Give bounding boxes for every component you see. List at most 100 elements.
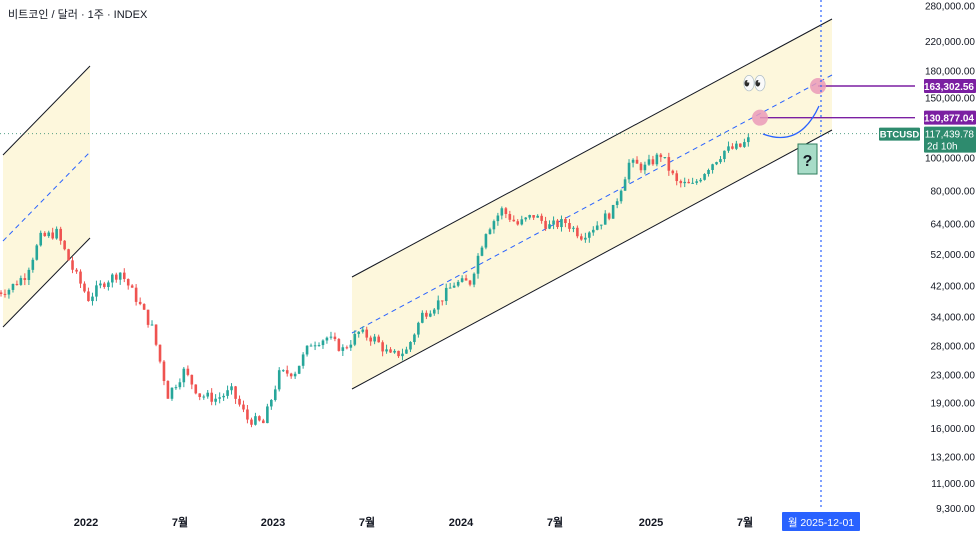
candle-body [305,345,309,355]
symbol-title: 비트코인 / 달러 · 1주 · INDEX [8,9,148,21]
candle [544,216,547,231]
candle-body [3,293,7,295]
candle-body [496,215,500,222]
candle-body [452,285,456,288]
candle [440,300,444,306]
candle [95,280,98,302]
candle-body [150,324,154,326]
candle [103,281,106,289]
candle [683,177,687,188]
candle-body [488,229,492,235]
candle [150,320,154,326]
candle-body [440,300,444,302]
candle-body [436,300,440,310]
candle [393,349,396,354]
candle [99,280,102,289]
candle-body [695,181,698,183]
price-axis-tick: 150,000.00 [925,94,975,105]
candle-body [365,329,369,338]
candle [289,372,293,379]
candle-body [711,164,714,171]
candle-body [91,296,94,302]
candle [472,272,476,288]
candle-body [556,220,559,228]
candle [504,206,508,219]
candle-body [353,333,357,345]
candle [731,143,734,150]
candle-body [321,340,325,346]
candle [126,278,130,290]
candle [0,290,3,297]
candle [277,367,281,392]
candle [417,321,420,338]
candle [663,157,667,159]
candle-body [413,334,416,343]
candle [667,152,671,176]
candle-body [417,322,420,335]
candle [130,284,134,288]
candle [262,418,265,424]
candle-body [655,154,659,165]
candle [389,347,392,353]
candle-body [51,232,54,239]
candle [448,282,452,289]
candle [436,295,440,315]
candle [361,326,365,334]
candle-body [83,283,86,292]
time-axis-tick: 7월 [359,515,375,529]
candle-body [560,219,563,228]
target-high-label-bg [924,78,976,93]
candle-body [576,227,579,237]
date-marker-label-bg [782,512,860,531]
candle [71,256,74,274]
candle-body [691,182,694,184]
candle [512,215,516,222]
candle-body [254,416,257,425]
candle-body [393,350,396,353]
candle [591,226,595,236]
candle [333,332,337,342]
left-channel-mid-line [2,151,91,242]
time-axis-tick: 2025 [639,517,663,529]
candle [719,156,722,164]
candle [230,383,233,395]
candle-body [723,150,726,160]
candle [353,330,357,347]
candle-body [289,373,293,377]
candle [83,281,86,293]
candle-body [727,146,730,151]
candle-body [595,225,599,230]
candle [238,395,241,407]
candle-body [210,392,213,402]
candle-body [114,274,118,280]
candle [301,352,305,369]
candle-body [369,337,372,342]
candle [488,227,492,235]
candle [727,141,730,153]
candle-body [508,213,512,220]
candle [226,385,229,399]
candle-body [7,289,11,295]
candle [91,292,94,306]
candle [484,233,488,250]
candle-body [206,392,210,397]
candle [111,273,114,288]
candle [675,170,679,186]
price-axis-tick: 9,300.00 [936,504,975,515]
candle-body [103,283,106,287]
candle-body [258,416,261,421]
price-axis-tick: 42,000.00 [931,281,976,292]
candle-body [647,159,651,165]
price-axis-tick: 19,000.00 [931,399,976,410]
candle [556,218,559,230]
candle [178,378,182,390]
candle [357,331,361,338]
candle [138,297,142,306]
candle-body [285,370,289,374]
candle [317,342,321,347]
candle [655,152,659,167]
candle-body [588,232,591,238]
time-axis-tick: 2024 [449,517,474,529]
